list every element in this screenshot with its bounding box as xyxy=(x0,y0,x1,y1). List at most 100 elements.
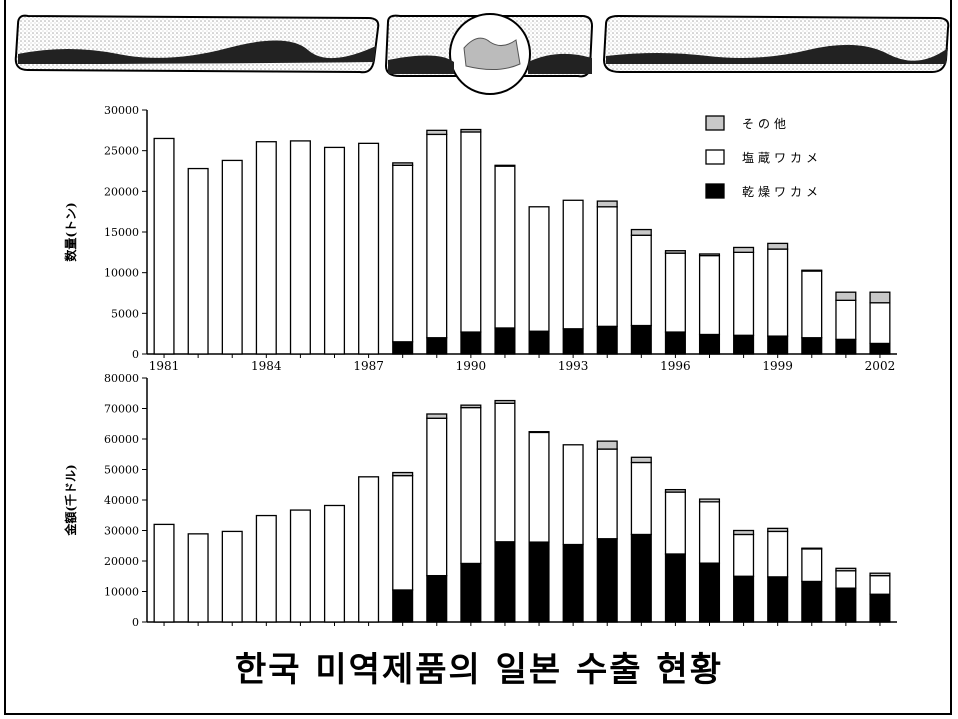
bar-segment xyxy=(426,133,448,339)
bar-segment xyxy=(698,498,721,503)
x-tick-label: 1981 xyxy=(149,359,180,373)
bar-segment xyxy=(426,574,448,623)
bar-segment xyxy=(733,575,755,623)
bar-segment xyxy=(323,504,346,623)
bar-segment xyxy=(869,572,891,577)
bar-segment xyxy=(426,417,448,577)
bar-segment xyxy=(698,254,721,336)
bar-segment xyxy=(358,142,380,355)
bar-segment xyxy=(869,291,891,304)
bar-segment xyxy=(494,327,516,355)
bar-segment xyxy=(562,199,584,330)
bar-segment xyxy=(835,299,857,341)
bar-segment xyxy=(630,324,652,355)
bar-segment xyxy=(528,541,550,623)
y-tick-label: 40000 xyxy=(104,494,139,507)
y-tick-label: 30000 xyxy=(104,525,139,538)
bar-segment xyxy=(630,456,652,464)
bar-segment xyxy=(596,325,618,355)
bar-segment xyxy=(460,131,482,333)
bar-segment xyxy=(767,576,789,623)
legend-swatch xyxy=(705,149,725,165)
y-tick-label: 60000 xyxy=(104,433,139,446)
bar-segment xyxy=(596,538,618,623)
legend-label: 乾燥ワカメ xyxy=(742,185,822,199)
bar-segment xyxy=(698,501,721,564)
bar-segment xyxy=(869,574,891,595)
y-tick-label: 80000 xyxy=(104,372,139,385)
bar-segment xyxy=(358,476,380,623)
bar-segment xyxy=(835,567,857,572)
bar-segment xyxy=(596,206,618,327)
bar-segment xyxy=(153,137,175,355)
bar-segment xyxy=(630,533,652,623)
bar-segment xyxy=(494,165,516,329)
bar-segment xyxy=(801,547,823,550)
x-tick-label: 1990 xyxy=(456,359,487,373)
y-tick-label: 5000 xyxy=(111,307,139,320)
bar-segment xyxy=(698,333,721,355)
bar-segment xyxy=(153,523,175,623)
bar-segment xyxy=(255,141,277,355)
bar-segment xyxy=(494,399,516,404)
page-frame xyxy=(4,0,952,715)
y-tick-label: 0 xyxy=(132,616,139,629)
y-tick-label: 20000 xyxy=(104,555,139,568)
bar-segment xyxy=(221,530,243,623)
bar-segment xyxy=(767,242,789,250)
bar-segment xyxy=(562,543,584,623)
y-tick-label: 50000 xyxy=(104,464,139,477)
bar-segment xyxy=(392,162,414,166)
bar-segment xyxy=(426,337,448,355)
bar-segment xyxy=(187,167,209,355)
bar-segment xyxy=(664,488,686,493)
decorative-banner xyxy=(14,13,950,95)
bar-segment xyxy=(426,129,448,136)
bar-segment xyxy=(187,533,209,623)
page-caption: 한국 미역제품의 일본 수출 현황 xyxy=(235,650,723,690)
y-tick-label: 10000 xyxy=(104,267,139,280)
bar-segment xyxy=(733,251,755,336)
bar-segment xyxy=(528,206,550,332)
banner-left-panel xyxy=(14,14,380,74)
x-tick-label: 1996 xyxy=(660,359,691,373)
bar-segment xyxy=(630,234,652,327)
bar-segment xyxy=(392,474,414,591)
bar-segment xyxy=(630,461,652,536)
x-tick-label: 1984 xyxy=(251,359,282,373)
bar-segment xyxy=(528,330,550,355)
bar-segment xyxy=(562,328,584,355)
x-tick-label: 1993 xyxy=(558,359,589,373)
bar-segment xyxy=(835,338,857,355)
bar-segment xyxy=(289,509,311,623)
bar-segment xyxy=(869,302,891,345)
bar-segment xyxy=(664,553,686,623)
y-tick-label: 0 xyxy=(132,348,139,361)
bar-segment xyxy=(801,548,823,583)
bar-segment xyxy=(392,589,414,623)
bar-segment xyxy=(596,440,618,450)
bar-segment xyxy=(835,570,857,589)
bar-segment xyxy=(698,253,721,257)
bar-segment xyxy=(733,246,755,253)
bar-segment xyxy=(528,431,550,543)
bar-segment xyxy=(460,128,482,133)
bar-segment xyxy=(664,331,686,355)
bar-segment xyxy=(392,341,414,355)
bar-segment xyxy=(664,252,686,333)
bar-segment xyxy=(528,431,550,434)
legend-swatch xyxy=(705,115,725,131)
bar-segment xyxy=(869,593,891,623)
x-tick-label: 1999 xyxy=(762,359,793,373)
bar-segment xyxy=(460,562,482,623)
bar-segment xyxy=(767,530,789,578)
y-tick-label: 10000 xyxy=(104,586,139,599)
bar-segment xyxy=(323,146,346,355)
legend-label: その他 xyxy=(742,117,790,131)
y-tick-label: 70000 xyxy=(104,403,139,416)
bar-segment xyxy=(733,529,755,536)
bar-segment xyxy=(801,269,823,272)
y-tick-label: 20000 xyxy=(104,185,139,198)
x-tick-label: 2002 xyxy=(865,359,896,373)
banner-center-panel xyxy=(384,13,594,95)
